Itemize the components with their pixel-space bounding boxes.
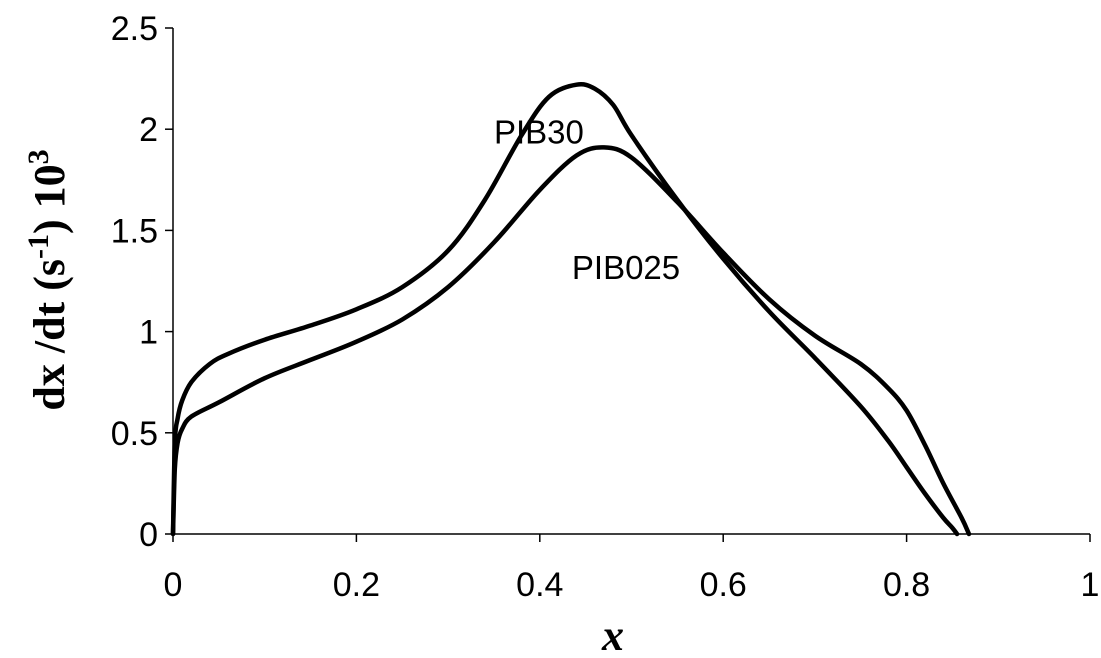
y-axis-title-exp1: -1: [22, 234, 55, 259]
x-tick-label: 0: [164, 566, 183, 604]
y-axis-title: dx /dt (s-1) 103: [22, 149, 74, 410]
y-tick-label: 2: [139, 111, 158, 149]
y-tick-label: 1.5: [111, 212, 158, 250]
x-axis-title: x: [601, 611, 624, 658]
series-line-pib30: [170, 82, 960, 537]
y-axis-title-mid: ) 10: [25, 164, 74, 234]
y-ticks: 0 0.5 1 1.5 2 2.5: [111, 10, 173, 554]
x-tick-label: 0.2: [333, 566, 380, 604]
y-tick-label: 0.5: [111, 415, 158, 453]
y-axis-title-exp2: 3: [22, 149, 55, 164]
series-label-pib30: PIB30: [494, 113, 584, 150]
x-ticks: 0 0.2 0.4 0.6 0.8 1: [164, 534, 1100, 604]
annotation-group: PIB30 PIB025: [494, 113, 680, 286]
series-line-pib025: [170, 145, 972, 537]
x-tick-label: 0.4: [516, 566, 563, 604]
x-tick-label: 1: [1081, 566, 1100, 604]
x-tick-label: 0.8: [883, 566, 930, 604]
x-tick-label: 0.6: [700, 566, 747, 604]
y-axis-title-prefix: dx /dt (s: [25, 259, 74, 411]
y-tick-label: 2.5: [111, 10, 158, 48]
series-label-pib025: PIB025: [572, 249, 680, 286]
series-group: [170, 82, 972, 537]
plot-area: 0 0.5 1 1.5 2 2.5 0 0.2 0.4 0.6 0.8 1 PIB30 PIB025: [111, 10, 1100, 604]
y-tick-label: 1: [139, 314, 158, 352]
y-tick-label: 0: [139, 516, 158, 554]
